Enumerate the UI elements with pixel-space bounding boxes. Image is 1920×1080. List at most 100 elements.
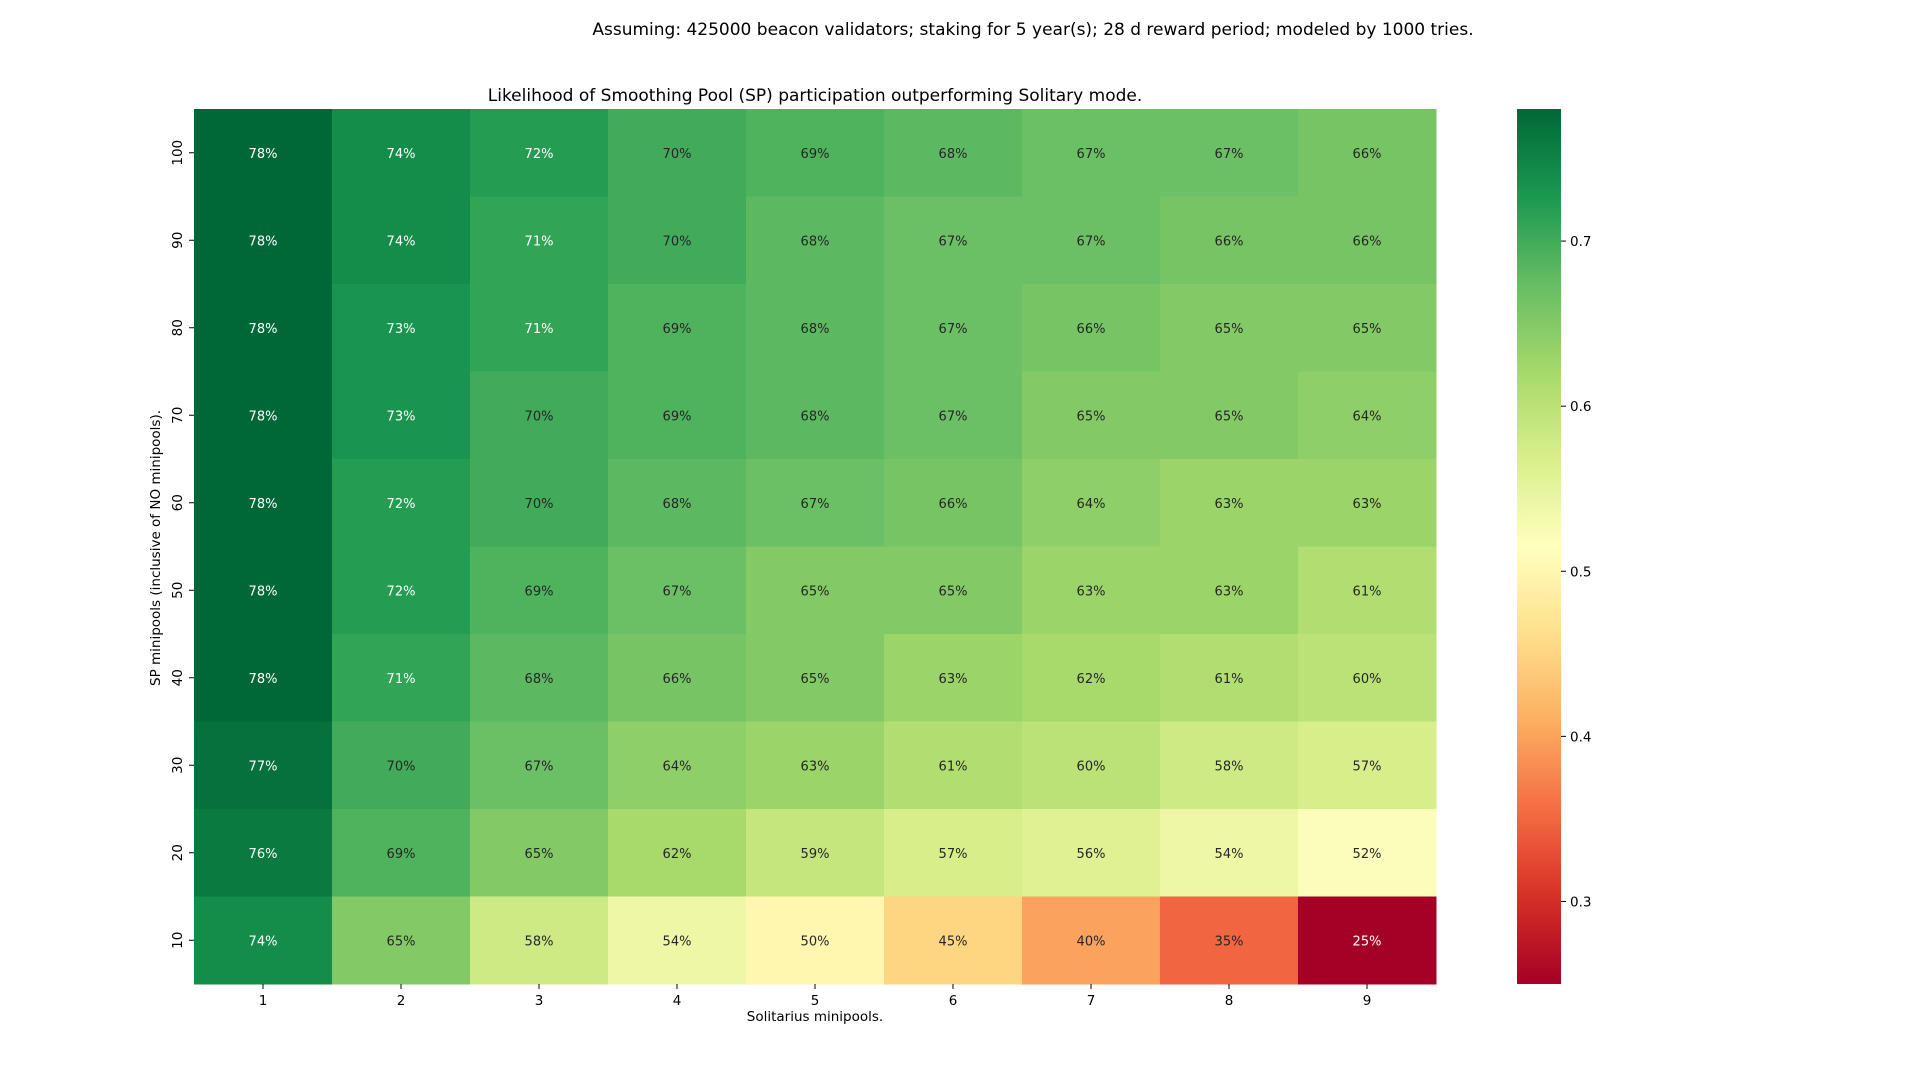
heatmap-cell bbox=[746, 371, 885, 460]
heatmap-cell bbox=[608, 634, 747, 722]
cell-value-label: 65% bbox=[1353, 322, 1382, 337]
heatmap-cell bbox=[332, 371, 471, 460]
heatmap-cell bbox=[332, 896, 471, 985]
heatmap-cell bbox=[884, 109, 1023, 197]
cell-value-label: 66% bbox=[1353, 234, 1382, 249]
cell-value-label: 57% bbox=[1353, 759, 1382, 774]
cell-value-label: 65% bbox=[525, 847, 554, 862]
cell-value-label: 72% bbox=[387, 584, 416, 599]
cell-value-label: 63% bbox=[1215, 497, 1244, 512]
heatmap-cell bbox=[608, 109, 747, 197]
cell-value-label: 65% bbox=[801, 584, 830, 599]
heatmap-cell bbox=[1160, 721, 1299, 810]
heatmap-cell bbox=[194, 721, 333, 810]
heatmap-cell bbox=[608, 284, 747, 372]
heatmap-cell bbox=[1298, 459, 1437, 547]
cell-value-label: 78% bbox=[249, 409, 278, 424]
cell-value-label: 78% bbox=[249, 497, 278, 512]
heatmap-cell bbox=[608, 546, 747, 635]
heatmap-cell bbox=[194, 284, 333, 372]
cell-value-label: 52% bbox=[1353, 847, 1382, 862]
cell-value-label: 78% bbox=[249, 322, 278, 337]
cell-value-label: 61% bbox=[1215, 672, 1244, 687]
cell-value-label: 69% bbox=[663, 409, 692, 424]
cell-value-label: 73% bbox=[387, 322, 416, 337]
heatmap-cell bbox=[746, 284, 885, 372]
heatmap-cell bbox=[470, 546, 609, 635]
cell-value-label: 60% bbox=[1077, 759, 1106, 774]
heatmap-cell bbox=[746, 196, 885, 285]
cell-value-label: 68% bbox=[525, 672, 554, 687]
colorbar-tick-label: 0.4 bbox=[1570, 729, 1591, 745]
cell-value-label: 65% bbox=[1215, 409, 1244, 424]
heatmap-cell bbox=[746, 459, 885, 547]
cell-value-label: 70% bbox=[525, 409, 554, 424]
cell-value-label: 67% bbox=[1077, 234, 1106, 249]
x-tick-label: 9 bbox=[1363, 993, 1372, 1009]
heatmap-cell bbox=[746, 721, 885, 810]
heatmap-cells: 78% 74% 72% 70% 69% 68% 67% 67% 66% 78% 74% 71% 70% 6… bbox=[194, 109, 1437, 985]
cell-value-label: 67% bbox=[801, 497, 830, 512]
heatmap-cell bbox=[1160, 546, 1299, 635]
cell-value-label: 71% bbox=[525, 322, 554, 337]
heatmap-cell bbox=[332, 546, 471, 635]
heatmap-cell bbox=[470, 721, 609, 810]
heatmap-cell bbox=[608, 896, 747, 985]
heatmap-cell bbox=[884, 546, 1023, 635]
cell-value-label: 65% bbox=[939, 584, 968, 599]
heatmap-cell bbox=[194, 459, 333, 547]
cell-value-label: 67% bbox=[939, 322, 968, 337]
cell-value-label: 67% bbox=[939, 409, 968, 424]
heatmap-cell bbox=[746, 634, 885, 722]
cell-value-label: 74% bbox=[387, 234, 416, 249]
heatmap-cell bbox=[746, 109, 885, 197]
heatmap-cell bbox=[1160, 196, 1299, 285]
y-tick-label: 20 bbox=[170, 844, 186, 861]
heatmap-cell bbox=[470, 196, 609, 285]
cell-value-label: 62% bbox=[1077, 672, 1106, 687]
x-axis-ticks: 1 2 3 4 5 6 7 8 9 bbox=[259, 984, 1372, 1009]
cell-value-label: 63% bbox=[1215, 584, 1244, 599]
heatmap-cell bbox=[884, 721, 1023, 810]
cell-value-label: 61% bbox=[939, 759, 968, 774]
heatmap-cell bbox=[1298, 634, 1437, 722]
heatmap-cell bbox=[884, 371, 1023, 460]
cell-value-label: 69% bbox=[525, 584, 554, 599]
heatmap-cell bbox=[332, 284, 471, 372]
cell-value-label: 68% bbox=[801, 322, 830, 337]
cell-value-label: 56% bbox=[1077, 847, 1106, 862]
cell-value-label: 72% bbox=[387, 497, 416, 512]
heatmap-cell bbox=[194, 896, 333, 985]
heatmap-cell bbox=[1022, 109, 1161, 197]
cell-value-label: 65% bbox=[1215, 322, 1244, 337]
heatmap-cell bbox=[1022, 721, 1161, 810]
heatmap-cell bbox=[1298, 546, 1437, 635]
heatmap-cell bbox=[1022, 809, 1161, 897]
heatmap-cell bbox=[470, 371, 609, 460]
heatmap-cell bbox=[608, 459, 747, 547]
heatmap-cell bbox=[1022, 896, 1161, 985]
cell-value-label: 68% bbox=[801, 234, 830, 249]
cell-value-label: 68% bbox=[939, 147, 968, 162]
heatmap-cell bbox=[470, 809, 609, 897]
x-axis-label: Solitarius minipools. bbox=[747, 1009, 883, 1025]
x-tick-label: 2 bbox=[397, 993, 406, 1009]
heatmap-cell bbox=[884, 284, 1023, 372]
heatmap-cell bbox=[884, 634, 1023, 722]
heatmap-cell bbox=[1298, 809, 1437, 897]
heatmap-cell bbox=[884, 196, 1023, 285]
heatmap-cell bbox=[746, 809, 885, 897]
figure-suptitle: Assuming: 425000 beacon validators; stak… bbox=[592, 20, 1474, 40]
cell-value-label: 65% bbox=[801, 672, 830, 687]
heatmap-cell bbox=[1298, 196, 1437, 285]
cell-value-label: 66% bbox=[939, 497, 968, 512]
heatmap-cell bbox=[608, 371, 747, 460]
cell-value-label: 68% bbox=[663, 497, 692, 512]
heatmap-cell bbox=[608, 809, 747, 897]
chart-title: Likelihood of Smoothing Pool (SP) partic… bbox=[488, 86, 1143, 106]
colorbar-tick-label: 0.3 bbox=[1570, 894, 1591, 910]
heatmap-cell bbox=[194, 109, 333, 197]
heatmap-cell bbox=[470, 896, 609, 985]
heatmap-cell bbox=[746, 896, 885, 985]
